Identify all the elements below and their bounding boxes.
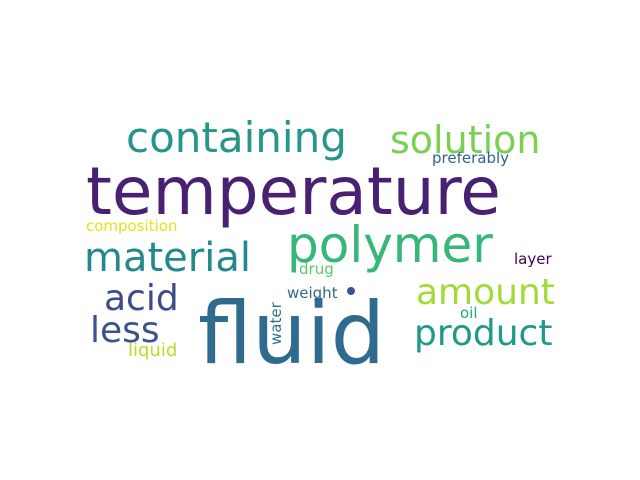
- word-liquid: liquid: [128, 340, 177, 361]
- word-preferably: preferably: [432, 149, 509, 167]
- word-material: material: [84, 235, 251, 281]
- word-water: water: [267, 301, 285, 345]
- word-layer: layer: [514, 250, 552, 268]
- word-composition: composition: [86, 217, 177, 235]
- word-drug: drug: [299, 260, 334, 278]
- word-weight: weight: [287, 284, 338, 302]
- word-amount: amount: [416, 272, 555, 313]
- word-dot: [347, 287, 355, 295]
- word-product: product: [414, 313, 552, 354]
- word-containing: containing: [126, 113, 347, 162]
- word-oil: oil: [460, 304, 478, 322]
